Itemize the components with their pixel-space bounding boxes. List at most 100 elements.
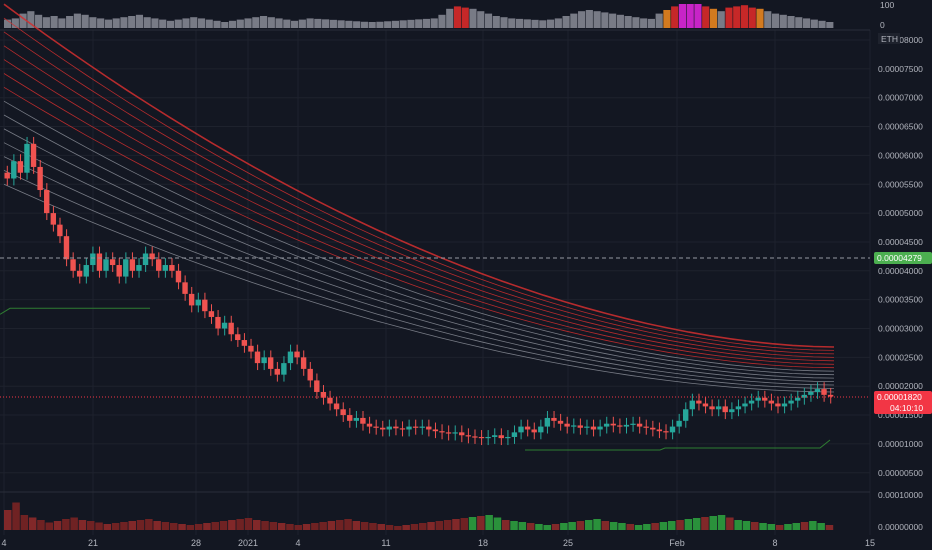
- candle-body: [300, 357, 307, 369]
- time-axis-label: 18: [478, 538, 488, 548]
- indicator-bar: [329, 19, 337, 28]
- ema-line: [3, 3, 835, 348]
- candle-body: [656, 429, 663, 432]
- volume-bar: [643, 524, 651, 530]
- candle-body: [11, 161, 17, 179]
- candle-body: [307, 368, 313, 381]
- indicator-bar: [267, 17, 275, 28]
- indicator-bar: [143, 17, 151, 28]
- indicator-min-label: 0: [880, 20, 885, 30]
- indicator-bar: [368, 22, 376, 28]
- candle-body: [188, 293, 195, 306]
- volume-bar: [170, 523, 178, 530]
- indicator-bar: [337, 20, 345, 28]
- indicator-bar: [484, 13, 493, 28]
- ema-line: [3, 86, 835, 369]
- candle-body: [281, 363, 287, 375]
- candle-body: [518, 426, 524, 433]
- volume-bar: [651, 523, 659, 530]
- candle-body: [445, 432, 452, 434]
- time-axis[interactable]: 4 21 28 2021 4 11 18 25 Feb 8 15: [1, 538, 875, 548]
- volume-bar: [95, 522, 103, 530]
- volume-bar: [128, 521, 136, 530]
- candle-body: [4, 172, 10, 179]
- candle-body: [103, 259, 109, 271]
- candle-body: [24, 143, 30, 173]
- indicator-bar: [322, 19, 330, 28]
- candle-body: [379, 427, 386, 430]
- marker-price-tag-bg: [874, 252, 932, 264]
- indicator-bar: [508, 18, 516, 28]
- volume-bar: [626, 524, 634, 530]
- price-scale-label: 0.00004500: [878, 237, 923, 247]
- countdown-tag: 04:10:10: [890, 403, 923, 413]
- candle-body: [742, 403, 748, 407]
- ema-line: [3, 73, 835, 365]
- indicator-bar: [756, 8, 764, 29]
- volume-bar: [676, 520, 684, 530]
- indicator-bar: [609, 13, 617, 28]
- indicator-bar: [640, 18, 648, 28]
- volume-bar: [253, 520, 261, 530]
- candle-body: [663, 431, 669, 433]
- candle-body: [715, 406, 722, 410]
- indicator-bar: [446, 8, 454, 29]
- indicator-bar: [570, 13, 578, 28]
- volume-bar: [618, 523, 626, 530]
- candle-body: [676, 420, 682, 427]
- indicator-bar: [197, 18, 206, 28]
- indicator-bar: [228, 20, 237, 28]
- indicator-bar: [345, 20, 353, 28]
- volume-bar: [410, 524, 419, 530]
- candle-body: [17, 161, 24, 173]
- volume-bar: [319, 522, 327, 530]
- candle-body: [333, 403, 340, 410]
- candle-body: [439, 431, 445, 433]
- time-axis-label: 28: [191, 538, 201, 548]
- indicator-bar: [601, 12, 609, 28]
- indicator-bar: [702, 6, 710, 29]
- volume-bar: [477, 516, 485, 530]
- candle-body: [419, 426, 425, 428]
- indicator-bar: [740, 5, 749, 28]
- indicator-bar: [438, 14, 446, 28]
- volume-bar: [518, 522, 527, 530]
- price-scale[interactable]: 0.00008000 0.00007500 0.00007000 0.00006500…: [878, 35, 923, 478]
- candle-body: [827, 394, 834, 397]
- indicator-panel: [4, 4, 834, 29]
- price-scale-label: 0.00005000: [878, 208, 923, 218]
- candle-body: [50, 213, 56, 225]
- indicator-bar: [764, 11, 772, 28]
- candle-body: [498, 435, 504, 439]
- candle-body: [472, 436, 478, 438]
- indicator-bar: [539, 20, 547, 28]
- volume-bar: [394, 526, 402, 530]
- volume-bar: [111, 523, 120, 530]
- indicator-bar: [19, 13, 27, 28]
- indicator-bar: [174, 19, 182, 28]
- volume-bar: [775, 525, 784, 530]
- volume-bar: [28, 517, 37, 530]
- indicator-bar: [50, 16, 58, 28]
- indicator-bar: [748, 7, 756, 28]
- volume-bar: [576, 521, 585, 530]
- volume-bars: [4, 502, 834, 530]
- indicator-bar: [283, 19, 291, 28]
- volume-bar: [277, 523, 286, 530]
- volume-bar: [452, 519, 460, 530]
- volume-bar: [692, 518, 701, 530]
- indicator-bar: [58, 18, 66, 28]
- indicator-bar: [430, 18, 438, 28]
- volume-bar: [825, 525, 834, 530]
- candle-body: [551, 417, 557, 421]
- indicator-bar: [151, 18, 159, 28]
- indicator-bar: [585, 10, 593, 28]
- volume-bar: [45, 522, 53, 530]
- indicator-bar: [515, 18, 524, 28]
- indicator-bar: [469, 8, 477, 29]
- ema-line: [3, 156, 835, 386]
- current-price-tag-bg: [874, 391, 932, 414]
- indicator-bar: [632, 17, 640, 28]
- candle-body: [347, 415, 353, 421]
